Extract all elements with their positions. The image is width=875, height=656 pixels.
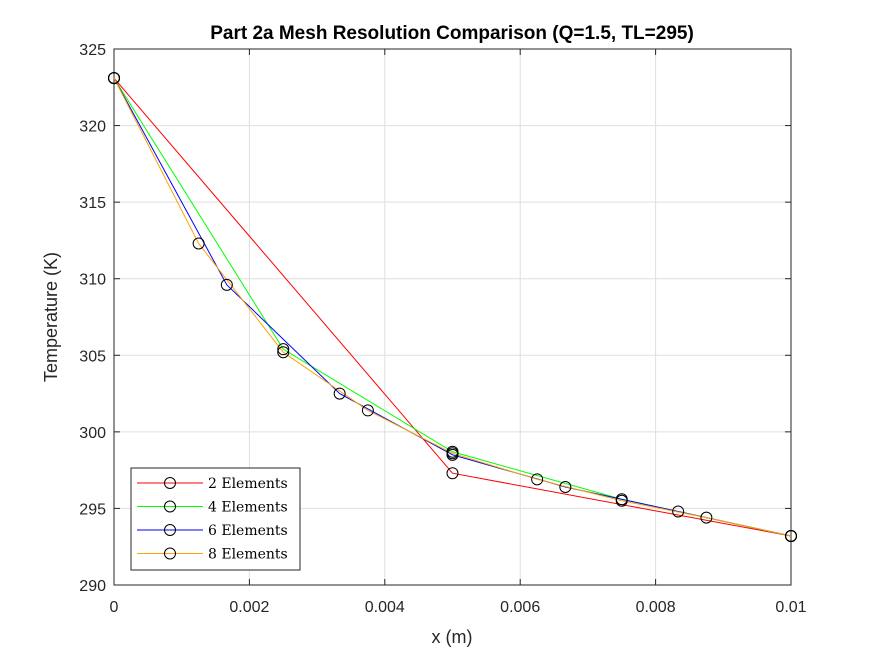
x-tick-label: 0.004 bbox=[365, 599, 405, 616]
axis-ticks: 0 0.002 0.004 0.006 0.008 0.01 290 295 300 305 310… bbox=[79, 42, 806, 616]
y-axis-label: Temperature (K) bbox=[41, 252, 61, 382]
series-line-3 bbox=[113, 77, 792, 537]
data-point-series-3 bbox=[333, 387, 346, 400]
data-point-series-4 bbox=[615, 494, 628, 507]
series-layer bbox=[108, 72, 797, 542]
x-tick-label: 0 bbox=[110, 599, 119, 616]
data-point-series-3 bbox=[672, 505, 685, 518]
data-point-series-4 bbox=[700, 511, 713, 524]
legend-marker bbox=[164, 547, 176, 560]
data-point-series-4 bbox=[531, 473, 544, 486]
data-point-series-4 bbox=[361, 404, 374, 417]
data-point-series-3 bbox=[559, 480, 572, 493]
legend-marker bbox=[164, 477, 176, 489]
legend-entry-label: 6 Elements bbox=[208, 523, 288, 539]
x-tick-label: 0.01 bbox=[775, 599, 806, 616]
legend-marker bbox=[164, 500, 176, 513]
x-tick-label: 0.002 bbox=[229, 599, 269, 616]
legend-entry-label: 2 Elements bbox=[208, 476, 288, 492]
y-tick-label: 320 bbox=[79, 119, 106, 136]
y-tick-label: 310 bbox=[79, 272, 106, 289]
y-tick-label: 290 bbox=[79, 578, 106, 595]
series-line-1 bbox=[113, 77, 792, 537]
x-tick-label: 0.006 bbox=[500, 599, 540, 616]
y-tick-label: 300 bbox=[79, 425, 106, 442]
chart-title: Part 2a Mesh Resolution Comparison (Q=1.… bbox=[210, 23, 694, 44]
data-point-series-1 bbox=[446, 467, 459, 480]
legend-marker bbox=[164, 524, 176, 536]
legend-entry-label: 8 Elements bbox=[208, 547, 288, 563]
data-point-series-2 bbox=[277, 343, 290, 356]
legend-entry-label: 4 Elements bbox=[208, 500, 288, 516]
x-tick-label: 0.008 bbox=[636, 599, 676, 616]
y-tick-label: 315 bbox=[79, 195, 106, 212]
data-point-series-3 bbox=[220, 278, 233, 291]
plot-area-frame bbox=[113, 48, 792, 586]
data-point-series-4 bbox=[785, 529, 797, 542]
y-tick-label: 325 bbox=[79, 42, 106, 59]
data-point-series-4 bbox=[192, 237, 205, 250]
data-point-series-4 bbox=[108, 72, 120, 85]
data-point-series-4 bbox=[446, 447, 459, 460]
y-tick-label: 295 bbox=[79, 501, 106, 518]
y-tick-label: 305 bbox=[79, 348, 106, 365]
x-axis-label: x (m) bbox=[432, 627, 473, 647]
legend: 2 Elements 4 Elements 6 Elements 8 Elements bbox=[130, 467, 301, 571]
data-point-series-4 bbox=[277, 346, 290, 359]
